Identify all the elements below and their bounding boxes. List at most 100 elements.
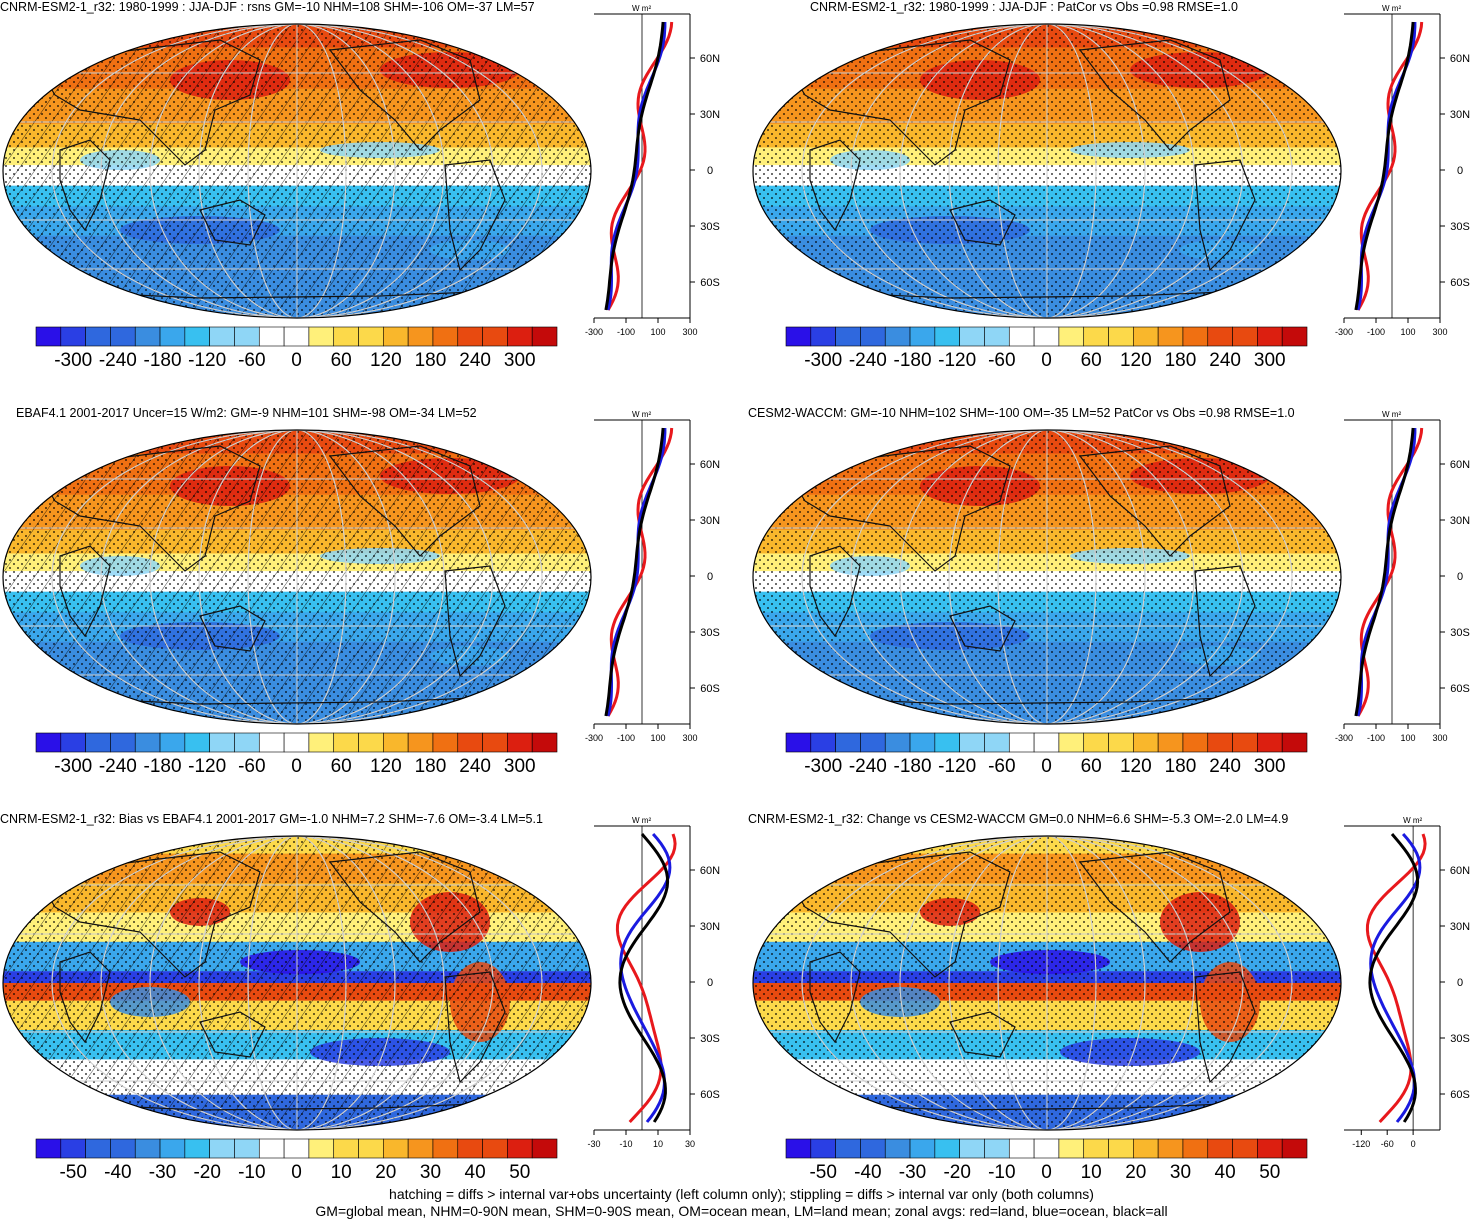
colorbar-box (258, 1138, 285, 1159)
colorbar-label: -300 (54, 350, 92, 371)
colorbar-box (1281, 1138, 1308, 1159)
zonal-curve-land (606, 427, 674, 717)
colorbar-box (984, 1138, 1010, 1159)
graticule (3, 24, 591, 318)
colorbar-box (60, 326, 86, 347)
zonal-curve-all (604, 21, 665, 311)
lat-label: 30S (1450, 221, 1470, 233)
colorbar-label: 0 (291, 756, 302, 777)
lat-label: 60S (700, 683, 720, 695)
zonal-unit-label: W m² (632, 816, 651, 825)
coastlines (789, 430, 1296, 705)
colorbar-box (482, 326, 508, 347)
colorbar-box (810, 732, 836, 753)
panel-title: CNRM-ESM2-1_r32: 1980-1999 : JJA-DJF : r… (0, 0, 535, 14)
colorbar-label: -120 (938, 756, 976, 777)
colorbar-label: -300 (804, 756, 842, 777)
zonal-x-label: 30 (685, 1139, 695, 1149)
colorbar-box (383, 732, 409, 753)
colorbar-box (283, 326, 310, 347)
colorbar-box (531, 732, 558, 753)
panel-title: CNRM-ESM2-1_r32: Bias vs EBAF4.1 2001-20… (0, 812, 543, 826)
colorbar-box (308, 732, 335, 753)
footer-note-1: hatching = diffs > internal var+obs unce… (389, 1186, 1094, 1202)
map-border (2, 23, 592, 319)
colorbar-label: 0 (1041, 350, 1052, 371)
colorbar-box (959, 732, 985, 753)
colorbar-box (407, 732, 434, 753)
lat-label: 60N (1450, 459, 1470, 471)
colorbar-box (1008, 732, 1035, 753)
colorbar-box (457, 326, 483, 347)
colorbar-box (984, 732, 1010, 753)
coastline (59, 139, 111, 232)
coastline (1228, 24, 1296, 61)
colorbar-box (1157, 732, 1184, 753)
colorbar-box (984, 326, 1010, 347)
lat-label: 60S (1450, 277, 1470, 289)
colorbar-label: -60 (988, 350, 1015, 371)
colorbar-box (1008, 1138, 1035, 1159)
colorbar-box (785, 732, 812, 753)
colorbar-box (258, 732, 285, 753)
map-border (752, 23, 1342, 319)
colorbar-box (457, 1138, 483, 1159)
lat-label: 30S (1450, 1033, 1470, 1045)
colorbar-label: -240 (849, 350, 887, 371)
zonal-mean-plot: W m² 60N 30N 0 30S 60S -30 -10 10 30 (587, 816, 720, 1149)
colorbar-label: 120 (1120, 756, 1152, 777)
coastline (949, 1011, 1016, 1058)
zonal-curve-ocean (619, 833, 672, 1123)
colorbar-label: -120 (188, 350, 226, 371)
colorbar-box (383, 1138, 409, 1159)
colorbar-box (810, 1138, 836, 1159)
colorbar-box (909, 732, 936, 753)
colorbar-box (209, 326, 235, 347)
coastline (1228, 836, 1296, 873)
lat-label: 0 (707, 977, 713, 989)
zonal-x-label: 300 (682, 733, 697, 743)
colorbar-box (358, 1138, 384, 1159)
graticule (3, 430, 591, 724)
map-border (2, 429, 592, 725)
colorbar-box (60, 732, 86, 753)
zonal-x-label: -10 (619, 1139, 632, 1149)
colorbar-box (1108, 1138, 1134, 1159)
lat-label: 30S (700, 221, 720, 233)
colorbar-box (1133, 732, 1159, 753)
colorbar-box (1257, 1138, 1283, 1159)
map-panel-2: CNRM-ESM2-1_r32: 1980-1999 : JJA-DJF : P… (742, 0, 1483, 405)
panel-title: CNRM-ESM2-1_r32: 1980-1999 : JJA-DJF : P… (810, 0, 1238, 14)
zonal-x-label: 0 (1411, 1139, 1416, 1149)
colorbar-box (835, 1138, 861, 1159)
colorbar-label: 50 (1259, 1162, 1280, 1183)
colorbar-label: -10 (238, 1162, 265, 1183)
colorbar-label: 60 (331, 756, 352, 777)
lat-label: 60S (1450, 1089, 1470, 1101)
lat-label: 60S (1450, 683, 1470, 695)
colorbar-label: 180 (415, 350, 447, 371)
colorbar-label: 240 (459, 350, 491, 371)
colorbar-box (934, 326, 960, 347)
colorbar-box (283, 732, 310, 753)
colorbar-box (358, 326, 384, 347)
colorbar-box (835, 326, 861, 347)
zonal-x-label: 100 (650, 733, 665, 743)
coastline (809, 545, 861, 638)
colorbar: -50 -40 -30 -20 -10 0 10 20 30 40 50 (785, 1138, 1308, 1183)
colorbar-box (959, 326, 985, 347)
colorbar-label: 30 (420, 1162, 441, 1183)
colorbar-label: 240 (1209, 756, 1241, 777)
colorbar-box (35, 732, 62, 753)
colorbar-box (482, 732, 508, 753)
colorbar-label: -300 (804, 350, 842, 371)
colorbar-box (85, 732, 111, 753)
colorbar-box (1232, 732, 1258, 753)
coastline (39, 445, 261, 572)
zonal-curve-all (604, 427, 665, 717)
colorbar-label: 240 (459, 756, 491, 777)
colorbar-box (134, 1138, 161, 1159)
zonal-curve-all (1354, 427, 1415, 717)
